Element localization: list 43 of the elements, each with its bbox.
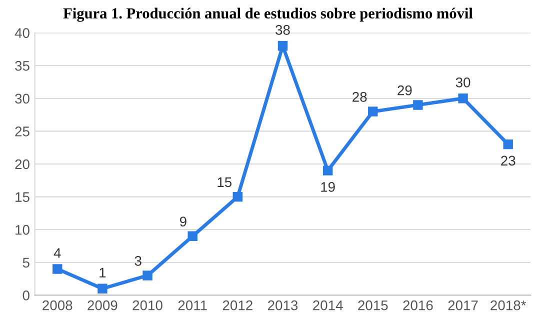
- y-tick-label: 10: [16, 224, 30, 235]
- y-tick-label: 0: [22, 290, 30, 300]
- point: [52, 264, 62, 274]
- point: [322, 166, 333, 176]
- data-label: 28: [352, 92, 367, 102]
- data-label: 23: [501, 156, 516, 166]
- y-tick-label: 40: [14, 28, 30, 38]
- x-tick-label: 2014: [313, 300, 343, 310]
- data-label: 4: [54, 248, 61, 258]
- point: [503, 139, 513, 150]
- point: [98, 284, 108, 294]
- x-tick-label: 2012: [222, 300, 252, 310]
- data-label: 1: [100, 268, 106, 278]
- point: [142, 270, 152, 280]
- point: [188, 231, 198, 242]
- x-tick-label: 2008: [42, 300, 72, 310]
- x-tick-label: 2018*: [490, 300, 526, 310]
- y-tick-label: 25: [15, 126, 30, 136]
- y-tick-label: 30: [15, 94, 30, 104]
- data-label: 38: [276, 25, 290, 35]
- x-tick-label: 2017: [448, 300, 478, 310]
- point: [458, 94, 468, 104]
- data-label: 3: [134, 256, 142, 266]
- x-tick-label: 2011: [178, 300, 207, 310]
- y-tick-label: 5: [22, 258, 30, 268]
- point: [278, 41, 288, 51]
- data-label: 15: [218, 177, 232, 188]
- y-tick-label: 35: [15, 60, 30, 71]
- x-tick-label: 2009: [88, 300, 118, 310]
- x-tick-label: 2015: [358, 300, 388, 310]
- x-tick-label: 2016: [403, 300, 433, 310]
- chart-title: Figura 1. Producción anual de estudios sobre periodismo móvil: [63, 8, 473, 22]
- point: [413, 100, 423, 110]
- data-label: 30: [456, 77, 470, 88]
- x-tick-label: 2010: [132, 300, 162, 310]
- point: [368, 106, 378, 116]
- y-tick-label: 15: [16, 192, 30, 202]
- x-tick-label: 2013: [268, 300, 298, 310]
- data-label: 19: [321, 182, 335, 192]
- point: [232, 192, 243, 202]
- data-label: 29: [398, 85, 412, 96]
- data-label: 9: [180, 216, 186, 226]
- y-tick-label: 20: [15, 159, 30, 170]
